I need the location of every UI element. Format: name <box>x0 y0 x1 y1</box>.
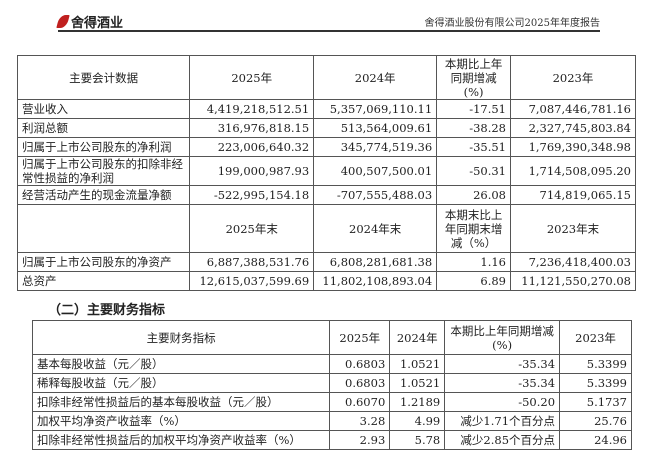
row-label: 利润总额 <box>16 118 191 138</box>
cell-value: 6,808,281,681.38 <box>313 252 438 272</box>
cell-value: 4.99 <box>389 411 446 431</box>
table-row: 稀释每股收益（元／股） 0.6803 1.0521 -35.34 5.3399 <box>31 373 632 393</box>
logo-icon <box>56 15 70 28</box>
cell-value: 1,769,390,348.98 <box>510 137 636 157</box>
row-label: 归属于上市公司股东的净利润 <box>16 137 191 157</box>
cell-value: 0.6803 <box>329 373 391 393</box>
column-header: 2025年末 <box>189 204 315 253</box>
row-label: 经营活动产生的现金流量净额 <box>16 185 191 205</box>
cell-value: 24.96 <box>559 430 632 450</box>
report-title: 舍得酒业股份有限公司2025年年度报告 <box>424 18 600 29</box>
cell-value: 4,419,218,512.51 <box>189 99 315 119</box>
table-row: 扣除非经常性损益后的基本每股收益（元／股） 0.6070 1.2189 -50.20 5… <box>31 392 632 412</box>
row-label: 扣除非经常性损益后的基本每股收益（元／股） <box>31 392 331 412</box>
cell-value: 199,000,987.93 <box>189 156 315 186</box>
column-header <box>16 204 191 253</box>
cell-value: 7,087,446,781.16 <box>510 99 636 119</box>
table-row: 基本每股收益（元／股） 0.6803 1.0521 -35.34 5.3399 <box>31 354 632 374</box>
table-header-row: 2025年末 2024年末 本期末比上年同期末增减（%） 2023年末 <box>16 204 636 253</box>
cell-value: 2.93 <box>329 430 391 450</box>
logo-text: 舍得酒业 <box>71 16 124 31</box>
cell-value: -707,555,488.03 <box>313 185 438 205</box>
cell-value: 316,976,818.15 <box>189 118 315 138</box>
section-title: （二）主要财务指标 <box>48 303 166 318</box>
company-logo: 舍得酒业 <box>56 12 124 31</box>
cell-value: -17.51 <box>436 99 511 119</box>
column-header: 本期末比上年同期末增减（%） <box>436 204 511 253</box>
cell-value: 7,236,418,400.03 <box>510 252 636 272</box>
cell-value: 223,006,640.32 <box>189 137 315 157</box>
cell-value: -50.20 <box>444 392 561 412</box>
row-label: 扣除非经常性损益后的加权平均净资产收益率（%） <box>31 430 331 450</box>
table-row: 经营活动产生的现金流量净额 -522,995,154.18 -707,555,488… <box>16 185 636 205</box>
cell-value: 1.0521 <box>389 373 446 393</box>
cell-value: 1,714,508,095.20 <box>510 156 636 186</box>
cell-value: -50.31 <box>436 156 511 186</box>
cell-value: 3.28 <box>329 411 391 431</box>
table-row: 归属于上市公司股东的净利润 223,006,640.32 345,774,519.3… <box>16 137 636 157</box>
table-header-row: 主要会计数据 2025年 2024年 本期比上年同期增减(%) 2023年 <box>16 55 636 100</box>
key-accounting-data-table: 主要会计数据 2025年 2024年 本期比上年同期增减(%) 2023年 营业收入 4,4… <box>16 55 636 291</box>
cell-value: 26.08 <box>436 185 511 205</box>
cell-value: 1.2189 <box>389 392 446 412</box>
table-row: 总资产 12,615,037,599.69 11,802,108,893.04 6.8… <box>16 271 636 291</box>
cell-value: -35.34 <box>444 373 561 393</box>
cell-value: -35.34 <box>444 354 561 374</box>
cell-value: 5.1737 <box>559 392 632 412</box>
cell-value: 11,121,550,270.08 <box>510 271 636 291</box>
cell-value: 0.6070 <box>329 392 391 412</box>
table-row: 归属于上市公司股东的扣除非经常性损益的净利润 199,000,987.93 400,… <box>16 156 636 186</box>
cell-value: 0.6803 <box>329 354 391 374</box>
row-label: 加权平均净资产收益率（%） <box>31 411 331 431</box>
cell-value: 5.3399 <box>559 354 632 374</box>
cell-value: 5.78 <box>389 430 446 450</box>
table-row: 营业收入 4,419,218,512.51 5,357,069,110.11 -17.… <box>16 99 636 119</box>
cell-value: 减少1.71个百分点 <box>444 411 561 431</box>
column-header: 2024年 <box>389 320 446 355</box>
row-label: 归属于上市公司股东的扣除非经常性损益的净利润 <box>16 156 191 186</box>
row-label: 基本每股收益（元／股） <box>31 354 331 374</box>
cell-value: -38.28 <box>436 118 511 138</box>
cell-value: 513,564,009.61 <box>313 118 438 138</box>
row-label: 归属于上市公司股东的净资产 <box>16 252 191 272</box>
row-label: 营业收入 <box>16 99 191 119</box>
cell-value: 11,802,108,893.04 <box>313 271 438 291</box>
table-row: 加权平均净资产收益率（%） 3.28 4.99 减少1.71个百分点 25.76 <box>31 411 632 431</box>
table-header-row: 主要财务指标 2025年 2024年 本期比上年同期增减(%) 2023年 <box>31 320 632 355</box>
cell-value: 12,615,037,599.69 <box>189 271 315 291</box>
column-header: 2024年末 <box>313 204 438 253</box>
cell-value: 400,507,500.01 <box>313 156 438 186</box>
column-header: 2023年 <box>510 55 636 100</box>
column-header: 2023年 <box>559 320 632 355</box>
cell-value: 25.76 <box>559 411 632 431</box>
key-financial-indicators-table: 主要财务指标 2025年 2024年 本期比上年同期增减(%) 2023年 基本每股收益（… <box>31 320 632 450</box>
cell-value: 714,819,065.15 <box>510 185 636 205</box>
column-header: 2024年 <box>313 55 438 100</box>
cell-value: 6.89 <box>436 271 511 291</box>
cell-value: 2,327,745,803.84 <box>510 118 636 138</box>
cell-value: 1.0521 <box>389 354 446 374</box>
cell-value: -35.51 <box>436 137 511 157</box>
cell-value: 减少2.85个百分点 <box>444 430 561 450</box>
page-header: 舍得酒业 舍得酒业股份有限公司2025年年度报告 <box>56 12 600 32</box>
cell-value: -522,995,154.18 <box>189 185 315 205</box>
column-header: 主要财务指标 <box>31 320 331 355</box>
table-row: 扣除非经常性损益后的加权平均净资产收益率（%） 2.93 5.78 减少2.85个百分… <box>31 430 632 450</box>
column-header: 本期比上年同期增减(%) <box>444 320 561 355</box>
cell-value: 6,887,388,531.76 <box>189 252 315 272</box>
cell-value: 345,774,519.36 <box>313 137 438 157</box>
cell-value: 5.3399 <box>559 373 632 393</box>
column-header: 主要会计数据 <box>16 55 191 100</box>
row-label: 稀释每股收益（元／股） <box>31 373 331 393</box>
column-header: 本期比上年同期增减(%) <box>436 55 511 100</box>
row-label: 总资产 <box>16 271 191 291</box>
cell-value: 5,357,069,110.11 <box>313 99 438 119</box>
column-header: 2023年末 <box>510 204 636 253</box>
table-row: 归属于上市公司股东的净资产 6,887,388,531.76 6,808,281,6… <box>16 252 636 272</box>
column-header: 2025年 <box>329 320 391 355</box>
table-row: 利润总额 316,976,818.15 513,564,009.61 -38.28 2,… <box>16 118 636 138</box>
column-header: 2025年 <box>189 55 315 100</box>
cell-value: 1.16 <box>436 252 511 272</box>
